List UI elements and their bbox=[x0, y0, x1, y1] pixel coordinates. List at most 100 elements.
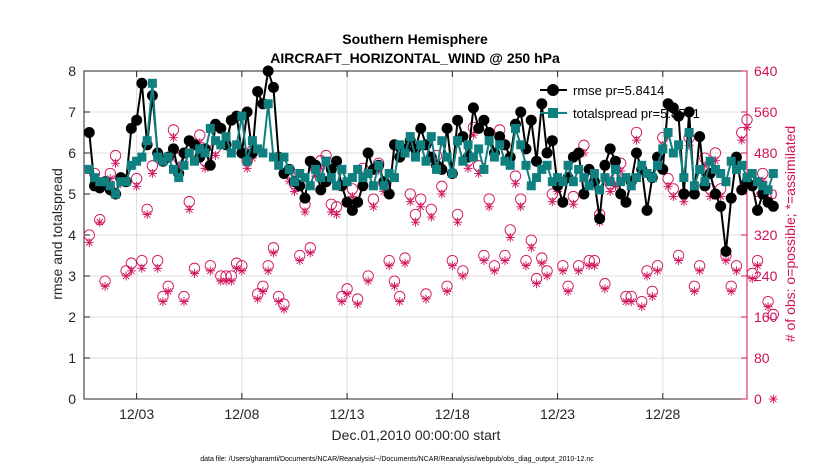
totalspread-point bbox=[174, 173, 184, 183]
rmse-point bbox=[546, 135, 558, 147]
footnote: data file: /Users/gharamti/Documents/NCA… bbox=[200, 456, 594, 463]
totalspread-point bbox=[237, 111, 247, 121]
totalspread-point bbox=[263, 99, 273, 109]
totalspread-point bbox=[658, 144, 668, 154]
totalspread-point bbox=[537, 164, 547, 174]
totalspread-point bbox=[384, 169, 394, 178]
assimilated-obs-point bbox=[421, 294, 431, 304]
totalspread-point bbox=[674, 140, 684, 150]
asterisk-stroke bbox=[180, 298, 188, 306]
asterisk-stroke bbox=[527, 244, 535, 252]
totalspread-point bbox=[695, 164, 705, 174]
asterisk-stroke bbox=[443, 287, 451, 295]
rmse-point bbox=[767, 200, 779, 212]
totalspread-point bbox=[637, 160, 647, 170]
assimilated-obs-point bbox=[153, 263, 163, 273]
possible-obs-point bbox=[767, 308, 779, 321]
assimilated-obs-point bbox=[747, 274, 757, 284]
totalspread-point bbox=[753, 177, 763, 187]
totalspread-point bbox=[589, 169, 599, 178]
assimilated-obs-point bbox=[742, 122, 752, 132]
asterisk-stroke bbox=[748, 275, 756, 283]
asterisk-stroke bbox=[154, 264, 162, 272]
assimilated-obs-point bbox=[363, 276, 373, 286]
assimilated-obs-point bbox=[411, 217, 420, 227]
totalspread-point bbox=[258, 148, 268, 158]
totalspread-point bbox=[216, 140, 226, 150]
asterisk-stroke bbox=[648, 293, 656, 300]
y-tick-label: 6 bbox=[68, 145, 76, 161]
totalspread-point bbox=[116, 177, 126, 187]
assimilated-obs-point bbox=[542, 271, 552, 281]
totalspread-point bbox=[84, 164, 94, 174]
assimilated-obs-point bbox=[368, 202, 378, 212]
totalspread-point bbox=[395, 140, 405, 150]
totalspread-point bbox=[184, 148, 194, 158]
assimilated-obs-point bbox=[258, 286, 268, 296]
rmse-point bbox=[688, 188, 700, 200]
assimilated-obs-point bbox=[558, 266, 568, 276]
totalspread-point bbox=[642, 169, 652, 178]
totalspread-point bbox=[163, 152, 173, 162]
totalspread-point bbox=[495, 140, 505, 150]
totalspread-point bbox=[610, 164, 620, 174]
asterisk-stroke bbox=[169, 134, 177, 142]
assimilated-obs-point bbox=[668, 192, 678, 202]
totalspread-point bbox=[353, 164, 363, 174]
rmse-point bbox=[236, 147, 248, 159]
totalspread-point bbox=[137, 152, 147, 162]
legend-rmse-marker bbox=[547, 84, 559, 96]
assimilated-obs-point bbox=[547, 197, 557, 207]
totalspread-series bbox=[84, 78, 778, 199]
assimilated-obs-point bbox=[179, 297, 189, 307]
totalspread-point bbox=[468, 152, 478, 162]
asterisk-stroke bbox=[222, 277, 230, 285]
totalspread-point bbox=[289, 177, 299, 187]
asterisk-stroke bbox=[133, 182, 141, 190]
totalspread-point bbox=[221, 132, 231, 142]
assimilated-obs-point bbox=[274, 297, 284, 307]
totalspread-point bbox=[484, 136, 494, 146]
assimilated-obs-point bbox=[126, 266, 136, 276]
totalspread-point bbox=[632, 173, 641, 183]
rmse-point bbox=[683, 106, 695, 118]
assimilated-obs-point bbox=[205, 266, 215, 276]
totalspread-point bbox=[731, 164, 741, 174]
asterisk-stroke bbox=[227, 277, 235, 285]
totalspread-point bbox=[311, 164, 321, 174]
totalspread-point bbox=[242, 156, 252, 166]
assimilated-obs-point bbox=[642, 271, 652, 281]
rmse-point bbox=[352, 196, 364, 208]
y2-tick-label: 480 bbox=[754, 145, 778, 161]
rmse-point bbox=[383, 188, 395, 200]
asterisk-stroke bbox=[506, 234, 514, 242]
totalspread-point bbox=[742, 173, 752, 183]
assimilated-obs-point bbox=[137, 263, 147, 273]
totalspread-point bbox=[679, 173, 689, 183]
totalspread-point bbox=[579, 173, 589, 183]
asterisk-stroke bbox=[254, 295, 262, 303]
totalspread-point bbox=[121, 177, 131, 187]
assimilated-obs-point bbox=[521, 261, 531, 271]
asterisk-stroke bbox=[769, 395, 777, 403]
assimilated-obs-point bbox=[147, 169, 157, 178]
assimilated-obs-point bbox=[726, 286, 736, 296]
x-axis: 12/03 12/08 12/13 12/18 12/23 12/28 bbox=[119, 71, 681, 422]
totalspread-point bbox=[716, 169, 726, 178]
asterisk-stroke bbox=[148, 170, 156, 177]
rmse-point bbox=[315, 184, 327, 196]
rmse-point bbox=[346, 204, 358, 216]
asterisk-stroke bbox=[385, 262, 393, 270]
rmse-point bbox=[667, 102, 679, 114]
totalspread-point bbox=[111, 189, 121, 199]
asterisk-stroke bbox=[575, 267, 583, 275]
assimilated-obs-point bbox=[468, 130, 478, 140]
totalspread-point bbox=[274, 160, 284, 170]
asterisk-stroke bbox=[543, 272, 551, 280]
assimilated-obs-point bbox=[589, 261, 599, 271]
x-tick-label: 12/23 bbox=[540, 406, 575, 422]
totalspread-point bbox=[442, 152, 452, 162]
assimilated-obs-point bbox=[689, 286, 699, 296]
asterisk-stroke bbox=[369, 203, 377, 211]
